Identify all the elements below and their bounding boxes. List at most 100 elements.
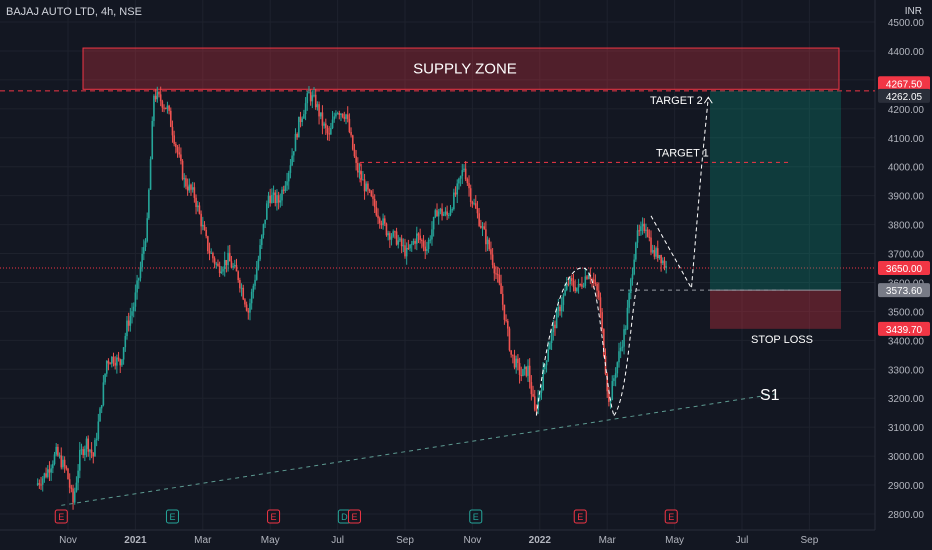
x-tick-label: Mar [599,535,617,546]
candle-body [336,113,339,115]
earnings-marker-label: E [58,512,64,522]
price-tag-value: 3650.00 [886,264,923,275]
candle-body [392,231,395,237]
candle-body [218,265,221,274]
candle-body [466,179,469,184]
projection-path [650,97,709,290]
candle-body [43,473,46,479]
candle-body [237,271,239,280]
candle-body [158,91,160,95]
candle-body [510,350,512,355]
candle-body [653,250,656,257]
candle-body [242,287,245,300]
candle-body [196,205,199,208]
candle-body [459,176,462,179]
candle-body [143,247,145,254]
candle-body [132,306,135,312]
supply-zone-label: SUPPLY ZONE [413,61,517,78]
candle-body [405,247,408,257]
candle-body [505,319,507,321]
candle-body [127,320,130,326]
candle-body [267,195,270,204]
y-tick-label: 4200.00 [888,105,925,116]
candle-body [180,154,182,161]
candle-body [220,271,223,274]
candle-body [540,390,543,393]
candle-body [131,311,133,316]
candle-body [569,278,571,284]
candle-body [94,440,96,457]
candle-body [594,282,597,284]
candle-body [471,202,474,204]
candle-body [230,261,233,268]
target-zone [710,90,841,291]
candle-body [126,320,128,337]
candle-body [161,101,164,108]
candle-body [658,254,661,259]
candle-body [611,381,614,401]
candle-body [264,219,266,225]
candle-body [217,263,219,266]
candle-body [453,192,455,210]
candle-body [626,307,629,330]
candle-body [641,223,644,227]
candle-body [181,160,184,180]
x-tick-label: Jul [331,535,344,546]
candle-body [303,114,305,119]
earnings-marker-box [54,509,68,524]
y-tick-label: 3800.00 [888,221,925,232]
price-tag-value: 3439.70 [886,325,923,336]
candle-body [576,287,578,292]
y-tick-label: 3500.00 [888,307,925,318]
candle-body [313,94,315,96]
candle-body [195,197,197,208]
candle-body [638,230,641,232]
candle-body [656,248,659,259]
candle-body [225,259,228,266]
candle-body [90,449,93,454]
candle-body [188,184,191,191]
candle-body [491,254,494,265]
candle-body [259,245,261,260]
candle-body [412,241,415,244]
pattern-curve-1 [535,267,615,416]
earnings-marker-box [165,509,179,524]
candle-body [168,105,170,111]
candle-body [552,324,555,333]
stop-zone [710,290,841,329]
candle-body [636,230,639,243]
candle-body [407,247,410,249]
candle-body [629,279,632,293]
candle-body [308,92,310,94]
candle-body [41,478,44,485]
candle-body [490,249,492,255]
candle-body [171,126,174,136]
candle-body [85,438,88,449]
candle-body [190,184,192,190]
candle-body [186,186,189,191]
candle-body [136,280,138,293]
candle-body [55,446,58,455]
candle-body [454,192,457,195]
candle-body [525,366,528,376]
candle-body [254,279,256,286]
candle-body [114,362,116,366]
y-tick-label: 4400.00 [888,47,925,58]
candle-body [326,127,329,134]
candle-body [38,483,41,485]
candle-body [582,285,585,287]
currency-label: INR [904,6,922,17]
candle-body [513,355,516,368]
price-tag-box [878,261,930,275]
candle-body [53,454,56,465]
candle-body [481,226,484,228]
candle-body [468,183,470,189]
candle-body [335,113,337,117]
candle-body [353,149,356,157]
candle-body [323,123,325,126]
x-tick-label: Nov [464,535,482,546]
candle-body [65,466,68,469]
candle-body [97,421,100,439]
